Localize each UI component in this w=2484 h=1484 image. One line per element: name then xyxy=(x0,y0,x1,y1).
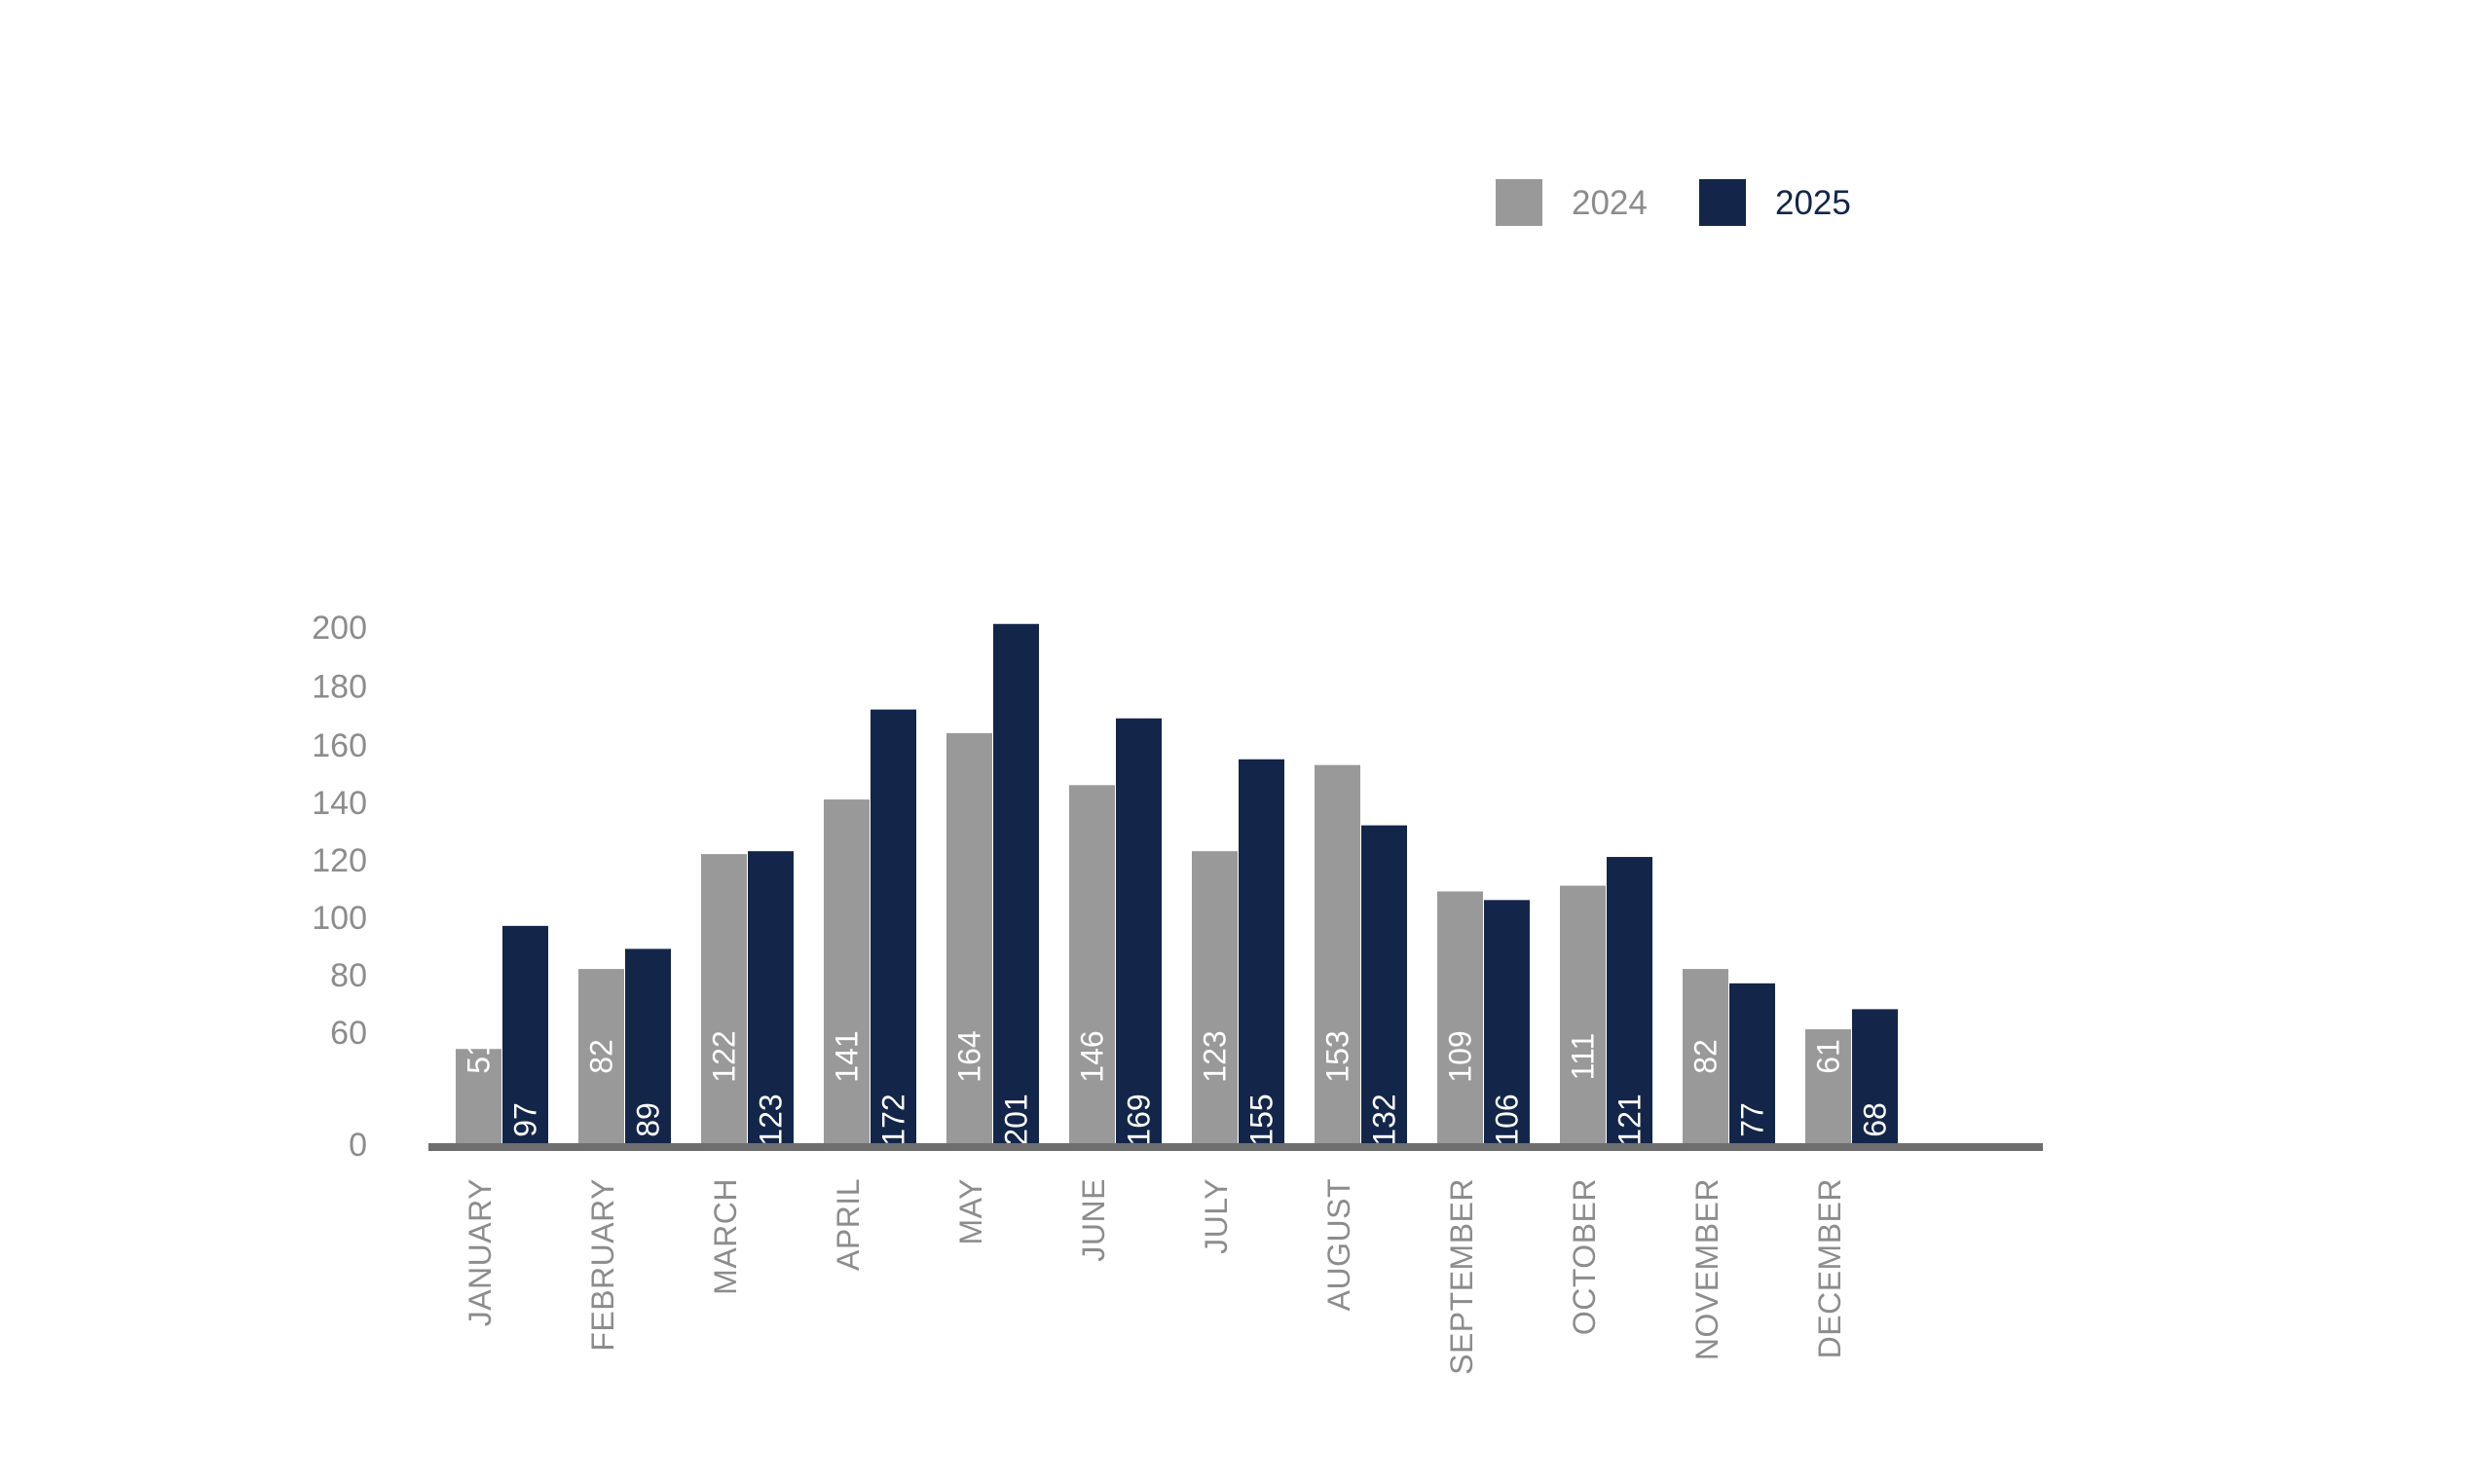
x-category-label: OCTOBER xyxy=(1567,1178,1602,1335)
x-category-label: AUGUST xyxy=(1321,1178,1356,1311)
x-category-label: FEBRUARY xyxy=(585,1178,620,1352)
bar-2024-january xyxy=(456,1049,501,1144)
x-category-label: MAY xyxy=(953,1178,988,1244)
bar-value-label: 82 xyxy=(1688,1039,1724,1074)
bar-value-label: 82 xyxy=(584,1039,619,1074)
bar-value-label: 109 xyxy=(1443,1030,1478,1082)
y-tick-label: 140 xyxy=(312,785,367,822)
bar-2024-april xyxy=(824,799,870,1144)
bar-value-label: 141 xyxy=(830,1030,865,1082)
x-category-label: JANUARY xyxy=(463,1178,498,1326)
bar-value-label: 122 xyxy=(707,1030,742,1082)
bar-value-label: 153 xyxy=(1320,1030,1355,1082)
bar-2024-july xyxy=(1192,851,1238,1144)
x-category-label: APRIL xyxy=(831,1178,866,1271)
bar-2024-september xyxy=(1437,891,1483,1144)
bar-2025-november xyxy=(1729,983,1775,1144)
bar-2024-august xyxy=(1315,764,1360,1144)
x-axis: JANUARY FEBRUARY MARCH APRIL MAY JUNE JULY AUGU… xyxy=(463,1178,1847,1375)
x-category-label: JUNE xyxy=(1076,1178,1111,1262)
bar-2025-february xyxy=(625,948,671,1144)
bar-2025-january xyxy=(502,925,548,1144)
bar-2024-june xyxy=(1069,785,1115,1144)
bar-value-label: 97 xyxy=(508,1102,543,1137)
bar-value-label: 123 xyxy=(1198,1030,1233,1082)
y-tick-label: 160 xyxy=(312,727,367,764)
x-category-label: DECEMBER xyxy=(1812,1178,1847,1358)
bar-value-label: 132 xyxy=(1367,1094,1402,1145)
bar-value-label: 89 xyxy=(631,1102,666,1137)
y-tick-label: 180 xyxy=(312,668,367,705)
bar-2025-may xyxy=(993,623,1039,1144)
legend-label: 2024 xyxy=(1572,184,1648,222)
bar-2024-february xyxy=(578,969,624,1144)
bar-series: 51 97 82 89 122 123 141 172 164 201 146 169 123 155 15… xyxy=(456,623,1898,1146)
bar-2024-march xyxy=(701,854,747,1144)
x-category-label: NOVEMBER xyxy=(1689,1178,1724,1360)
bar-2025-june xyxy=(1116,718,1162,1144)
bar-2024-november xyxy=(1683,969,1728,1144)
y-tick-label: 0 xyxy=(349,1127,367,1164)
bar-2024-december xyxy=(1805,1029,1851,1144)
bar-2024-may xyxy=(946,732,992,1144)
bar-value-label: 201 xyxy=(999,1094,1034,1145)
bar-value-label: 123 xyxy=(754,1094,789,1145)
bar-2025-september xyxy=(1484,900,1530,1144)
x-category-label: MARCH xyxy=(708,1178,743,1295)
bar-value-label: 61 xyxy=(1811,1039,1846,1074)
bar-2025-october xyxy=(1607,857,1652,1144)
bar-2025-april xyxy=(871,709,916,1144)
bar-2025-december xyxy=(1852,1009,1898,1144)
bar-value-label: 68 xyxy=(1858,1102,1893,1137)
y-tick-label: 100 xyxy=(312,900,367,937)
bar-value-label: 77 xyxy=(1735,1102,1770,1137)
legend-swatch xyxy=(1699,179,1746,226)
y-tick-label: 200 xyxy=(312,610,367,647)
bar-value-label: 121 xyxy=(1613,1094,1648,1145)
bar-value-label: 164 xyxy=(952,1030,987,1082)
y-tick-label: 60 xyxy=(330,1015,367,1052)
y-axis: 0 60 80 100 120 140 160 180 200 xyxy=(312,610,367,1164)
legend-label: 2025 xyxy=(1775,184,1851,222)
y-tick-label: 120 xyxy=(312,842,367,879)
bar-value-label: 111 xyxy=(1566,1033,1601,1081)
bar-2025-july xyxy=(1239,759,1284,1144)
bar-2025-august xyxy=(1361,825,1407,1144)
legend: 2024 2025 xyxy=(1496,179,1851,226)
bar-2024-october xyxy=(1560,885,1606,1144)
bar-value-label: 172 xyxy=(876,1094,911,1145)
bar-2025-march xyxy=(748,851,794,1144)
x-category-label: JULY xyxy=(1199,1178,1234,1254)
legend-swatch xyxy=(1496,179,1542,226)
bar-value-label: 146 xyxy=(1075,1030,1110,1082)
bar-value-label: 155 xyxy=(1244,1094,1279,1145)
y-tick-label: 80 xyxy=(330,957,367,994)
bar-value-label: 51 xyxy=(462,1039,497,1074)
x-category-label: SEPTEMBER xyxy=(1444,1178,1479,1375)
bar-value-label: 169 xyxy=(1122,1094,1157,1145)
bar-value-label: 106 xyxy=(1490,1094,1525,1145)
